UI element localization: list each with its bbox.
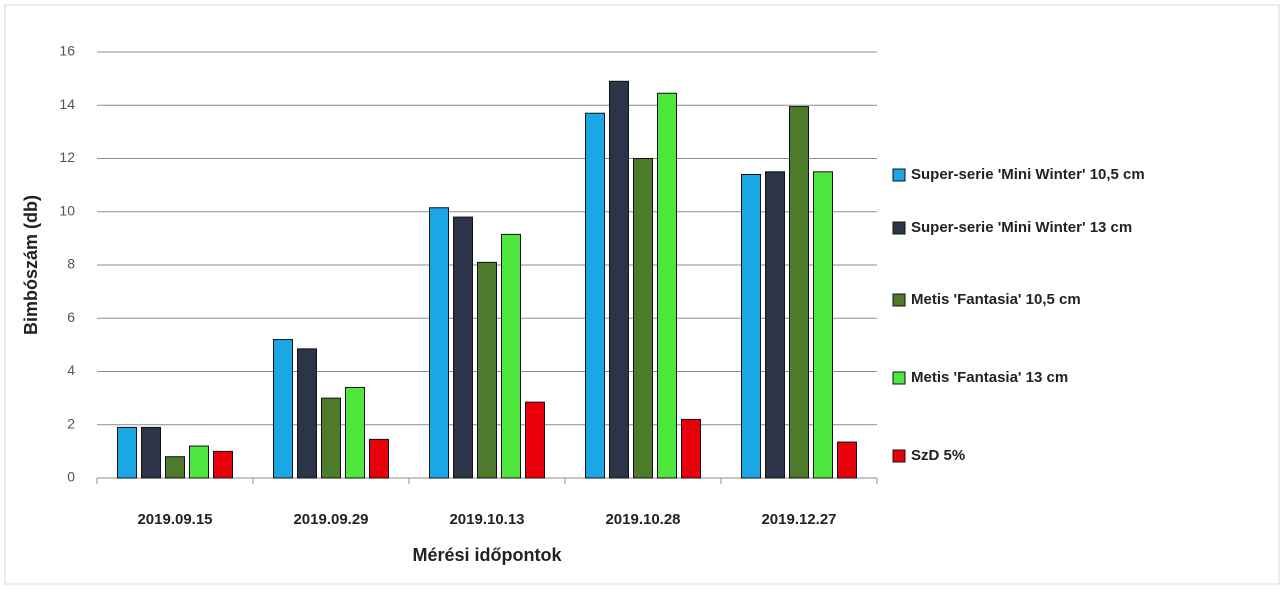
bar (837, 441, 857, 479)
bar (765, 171, 785, 479)
bar (477, 261, 497, 479)
legend-label: Metis 'Fantasia' 10,5 cm (911, 291, 1081, 308)
y-tick-label: 0 (67, 469, 75, 485)
bar (189, 445, 209, 479)
x-axis-title: Mérési időpontok (412, 545, 562, 565)
x-tick-label: 2019.09.29 (293, 511, 368, 528)
bar (609, 80, 629, 479)
bar (297, 348, 317, 479)
x-tick-label: 2019.10.28 (605, 511, 680, 528)
y-tick-label: 12 (59, 149, 75, 165)
y-tick-label: 8 (67, 256, 75, 272)
x-tick-label: 2019.10.13 (449, 511, 524, 528)
y-tick-label: 14 (59, 96, 75, 112)
legend-swatch (892, 293, 906, 307)
bar (165, 456, 185, 479)
bar (633, 158, 653, 479)
bar (501, 233, 521, 479)
bar (369, 438, 389, 479)
bar (141, 426, 161, 479)
bar (345, 386, 365, 479)
legend-swatch (892, 371, 906, 385)
x-tick-label: 2019.12.27 (761, 511, 836, 528)
bar (321, 397, 341, 479)
legend-swatch (892, 168, 906, 182)
y-tick-label: 16 (59, 43, 75, 59)
bar (657, 92, 677, 479)
bar (429, 207, 449, 479)
legend-label: Super-serie 'Mini Winter' 13 cm (911, 219, 1132, 236)
bar (681, 418, 701, 479)
bar (741, 173, 761, 479)
bar (585, 112, 605, 479)
y-tick-label: 4 (67, 362, 75, 378)
bar (813, 171, 833, 479)
bar (789, 106, 809, 479)
legend-swatch (892, 449, 906, 463)
y-tick-label: 2 (67, 415, 75, 431)
x-tick-label: 2019.09.15 (137, 511, 212, 528)
y-axis-title: Bimbószám (db) (21, 195, 41, 335)
bar (213, 450, 233, 479)
y-tick-label: 6 (67, 309, 75, 325)
legend-label: Metis 'Fantasia' 13 cm (911, 369, 1068, 386)
legend-label: Super-serie 'Mini Winter' 10,5 cm (911, 166, 1145, 183)
bar (453, 216, 473, 479)
bar (273, 339, 293, 479)
y-tick-label: 10 (59, 202, 75, 218)
legend-swatch (892, 221, 906, 235)
bar (525, 401, 545, 479)
legend-label: SzD 5% (911, 447, 965, 464)
bar (117, 426, 137, 479)
